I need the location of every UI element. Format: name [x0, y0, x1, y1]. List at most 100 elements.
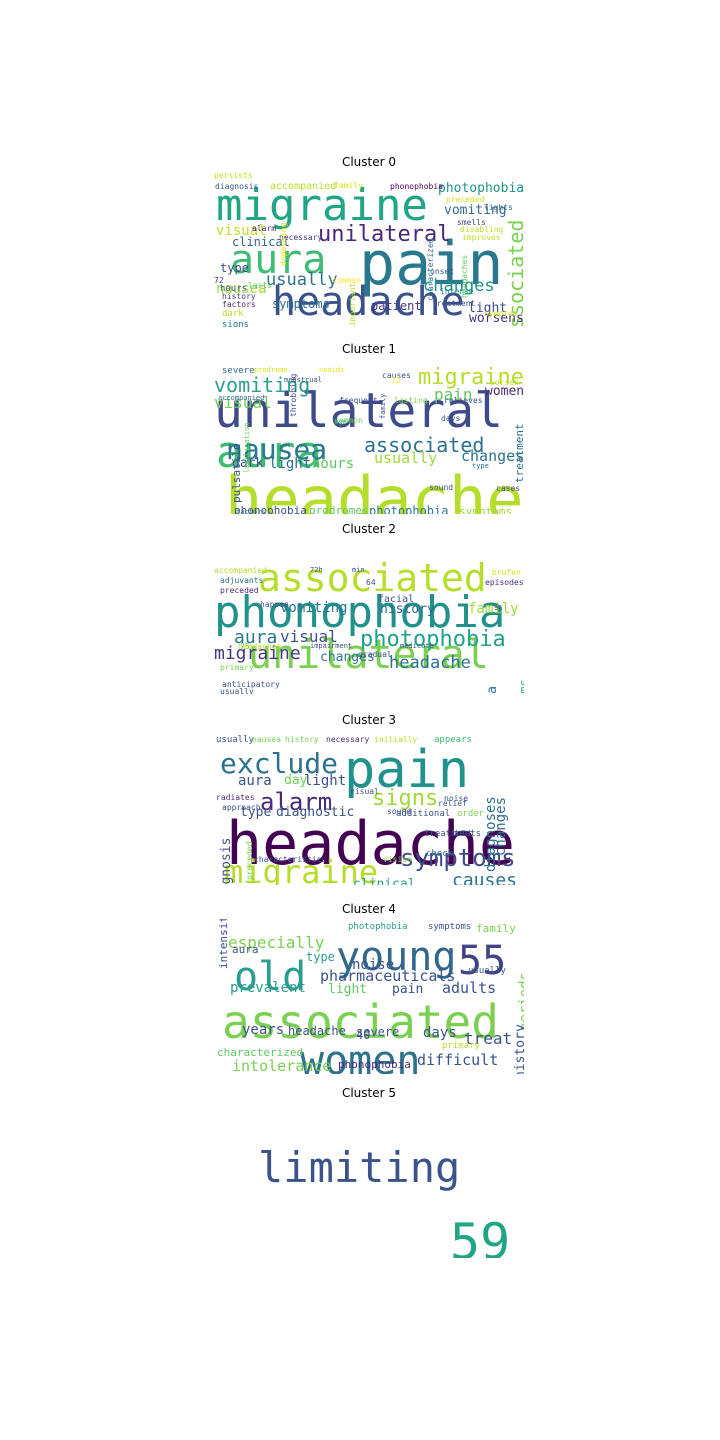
cloud-word: associated	[364, 433, 485, 457]
cloud-word: usually	[216, 735, 254, 745]
cloud-word: pain	[434, 385, 473, 404]
cloud-word: characteristics	[254, 855, 327, 864]
cloud-word: dark	[222, 309, 244, 319]
cloud-word: usually	[374, 449, 438, 467]
cloud-word: visual	[214, 393, 272, 412]
cloud-word: 75	[240, 642, 250, 651]
cloud-word: unilateral	[248, 632, 489, 678]
cloud-word: intense	[440, 287, 474, 296]
cloud-word: 40	[356, 1028, 371, 1042]
cloud-word: migraine	[224, 853, 379, 885]
cloud-word: persists	[214, 172, 253, 180]
cloud-word: women	[485, 384, 524, 399]
cloud-word: young	[336, 934, 457, 980]
cloud-word: visual	[280, 627, 338, 646]
cloud-word: photophobia	[360, 627, 506, 652]
cloud-word: vomiting	[444, 203, 507, 218]
cloud-word: sound	[429, 483, 454, 492]
cloud-word: worsens	[469, 311, 524, 326]
cloud-word: lasting	[394, 396, 428, 405]
word-cloud: migraine pain aura headache unilateral photop…	[214, 172, 524, 327]
cloud-word: prodromes	[309, 504, 369, 514]
cloud-word: smells	[457, 218, 486, 227]
cloud-word: order	[457, 809, 485, 819]
word-cloud: aura unilateral headache nausea associated mi…	[214, 359, 524, 515]
cloud-word: severe	[356, 1025, 400, 1039]
cloud-word: type	[240, 805, 272, 820]
cloud-word: nausea	[252, 735, 281, 744]
cloud-word: unilateral	[318, 222, 451, 247]
cloud-word: noise	[352, 957, 395, 973]
cloud-word: pulsatile	[230, 443, 243, 503]
cloud-word: headaches	[460, 254, 469, 298]
cloud-word: worsen	[490, 378, 519, 387]
cloud-word: days	[441, 414, 461, 423]
cloud-word: family	[468, 601, 519, 617]
cloud-word: treatment	[432, 299, 476, 308]
cloud-word: lasts	[248, 281, 273, 290]
cloud-word: brufen	[492, 568, 521, 577]
cloud-word: vision	[383, 855, 412, 864]
cloud-word: causes	[382, 371, 411, 380]
cloud-word: phonophobia	[338, 1058, 411, 1071]
cloud-word: preceded	[220, 586, 259, 595]
cloud-word: hours	[220, 284, 248, 294]
cloud-word: anticipatory	[222, 680, 280, 689]
cloud-word: treatment	[513, 423, 524, 483]
word-cloud: limiting 59	[214, 1103, 524, 1259]
cloud-word: improves	[462, 233, 501, 242]
cloud-word: associated	[258, 556, 487, 600]
cloud-word: accompanied	[218, 394, 265, 402]
cloud-word: periods	[517, 971, 524, 1031]
cloud-word: visual	[216, 223, 267, 239]
cloud-word: age	[334, 418, 347, 426]
cloud-word: appears	[434, 735, 472, 745]
cloud-word: history	[513, 1024, 524, 1074]
cloud-word: adults	[442, 979, 497, 997]
cloud-word: headache	[389, 653, 471, 673]
cloud-word: light	[304, 773, 347, 789]
cloud-word: depending	[279, 222, 288, 266]
cloud-word: aura	[232, 943, 259, 956]
cloud-word: diagnosis	[219, 837, 234, 885]
cloud-word: 64	[366, 578, 376, 587]
cloud-word: nsaids	[319, 366, 345, 374]
cloud-word: nausea	[485, 686, 500, 694]
cloud-word: migraine	[418, 365, 524, 390]
cloud-word: signs	[222, 320, 250, 328]
cloud-word: visual	[350, 787, 379, 796]
cloud-word: diagnostic	[276, 805, 355, 820]
cloud-word: pain	[359, 229, 504, 299]
cloud-word: changes	[461, 447, 524, 465]
cloud-word: causes	[452, 870, 518, 886]
cloud-word: associated	[222, 995, 499, 1049]
cloud-word: photophobia	[348, 922, 408, 932]
cloud-word: gradual	[358, 650, 392, 659]
cloud-word: aura	[238, 773, 272, 789]
cloud-word: accompanied	[270, 181, 337, 192]
cloud-word: important	[348, 282, 357, 326]
cloud-word: menstrual	[284, 376, 322, 384]
cloud-word: difficult	[417, 1051, 499, 1069]
cloud-word: facial	[378, 594, 415, 605]
cloud-word: clinical	[232, 235, 290, 249]
cloud-word: symptom	[484, 309, 518, 318]
cloud-word: headache	[288, 1024, 346, 1038]
cloud-word: days	[423, 1025, 457, 1041]
cloud-word: medicate	[400, 642, 434, 650]
cluster-title: Cluster 4	[341, 902, 397, 916]
cloud-word: phonophobia	[214, 587, 506, 638]
cloud-word: clinical	[353, 877, 416, 885]
cloud-word: changes	[423, 276, 495, 296]
cloud-word: hours	[312, 456, 355, 472]
cloud-word: vomiting	[280, 600, 348, 616]
cloud-word: factors	[222, 300, 256, 309]
cloud-word: intensity	[217, 919, 230, 969]
cloud-word: tests	[454, 829, 482, 839]
cloud-word: aura	[216, 427, 322, 478]
cloud-word: symptoms	[459, 505, 512, 514]
cloud-word: phonophobia	[390, 182, 443, 191]
cloud-word: necessary	[326, 735, 370, 744]
cloud-word: necessary	[279, 233, 323, 242]
cloud-word: additional	[396, 809, 451, 819]
